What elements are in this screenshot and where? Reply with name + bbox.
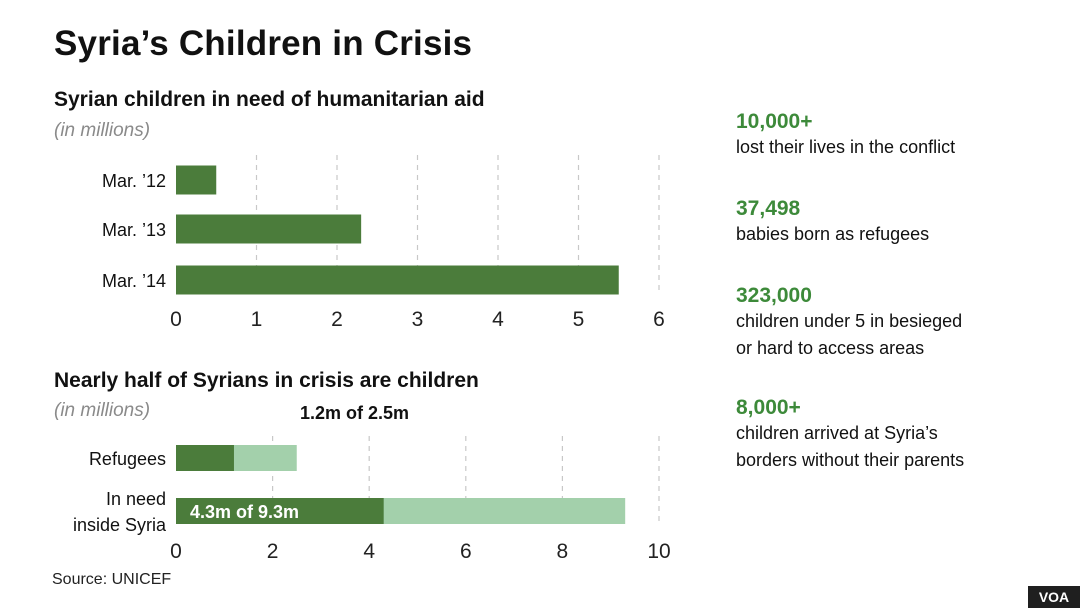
category-label: Mar. ’13: [102, 220, 166, 240]
x-tick-label: 6: [653, 308, 665, 331]
bar-children: [176, 445, 234, 471]
stat-label: lost their lives in the conflict: [736, 137, 956, 157]
x-tick-label: 6: [460, 540, 472, 563]
stat-item: 323,000 children under 5 in besieged or …: [736, 284, 1066, 396]
stat-label: children arrived at Syria’s: [736, 423, 938, 443]
stat-item: 8,000+ children arrived at Syria’s borde…: [736, 396, 1066, 474]
x-tick-label: 0: [170, 540, 182, 563]
voa-logo: VOA: [1028, 586, 1080, 608]
x-tick-label: 0: [170, 308, 182, 331]
x-tick-label: 5: [573, 308, 585, 331]
chart1-units: (in millions): [54, 120, 151, 141]
x-tick-label: 8: [557, 540, 569, 563]
category-label: In need: [106, 489, 166, 509]
page-title: Syria’s Children in Crisis: [54, 24, 473, 63]
x-tick-label: 1: [251, 308, 263, 331]
x-tick-label: 2: [267, 540, 279, 563]
x-tick-label: 2: [331, 308, 343, 331]
stat-label: babies born as refugees: [736, 224, 930, 244]
stat-item: 37,498 babies born as refugees: [736, 197, 1066, 284]
x-tick-label: 4: [363, 540, 375, 563]
category-label: Refugees: [89, 449, 166, 469]
aid-bar-chart: 0 1 2 3 4 5 6 Mar. ’12 Mar. ’13 Mar. ’14: [102, 155, 665, 331]
category-label: Mar. ’14: [102, 271, 166, 291]
stats-panel: 10,000+ lost their lives in the conflict…: [736, 110, 1066, 474]
stat-label: children under 5 in besieged: [736, 311, 963, 331]
stat-value: 10,000+: [736, 110, 813, 133]
bar-annotation: 4.3m of 9.3m: [190, 502, 299, 522]
stat-value: 37,498: [736, 197, 801, 220]
stat-value: 8,000+: [736, 396, 801, 419]
stat-label: borders without their parents: [736, 450, 965, 470]
crisis-bar-chart: 0 2 4 6 8 10 Refugees In need inside Syria 1.2m o…: [73, 403, 671, 563]
stat-item: 10,000+ lost their lives in the conflict: [736, 110, 1066, 197]
category-label: Mar. ’12: [102, 171, 166, 191]
category-label: inside Syria: [73, 515, 167, 535]
chart2-title: Nearly half of Syrians in crisis are chi…: [54, 369, 479, 392]
chart1-title: Syrian children in need of humanitarian …: [54, 88, 485, 111]
x-tick-label: 3: [412, 308, 424, 331]
bar-children: [176, 498, 384, 524]
chart2-units: (in millions): [54, 400, 151, 421]
stat-value: 323,000: [736, 284, 812, 307]
x-tick-label: 4: [492, 308, 504, 331]
stat-label: or hard to access areas: [736, 338, 925, 358]
bar: [176, 165, 217, 195]
x-tick-label: 10: [647, 540, 670, 563]
bar: [176, 265, 619, 295]
bar: [176, 214, 362, 244]
bar-annotation: 1.2m of 2.5m: [300, 403, 409, 423]
source-note: Source: UNICEF: [52, 571, 172, 588]
